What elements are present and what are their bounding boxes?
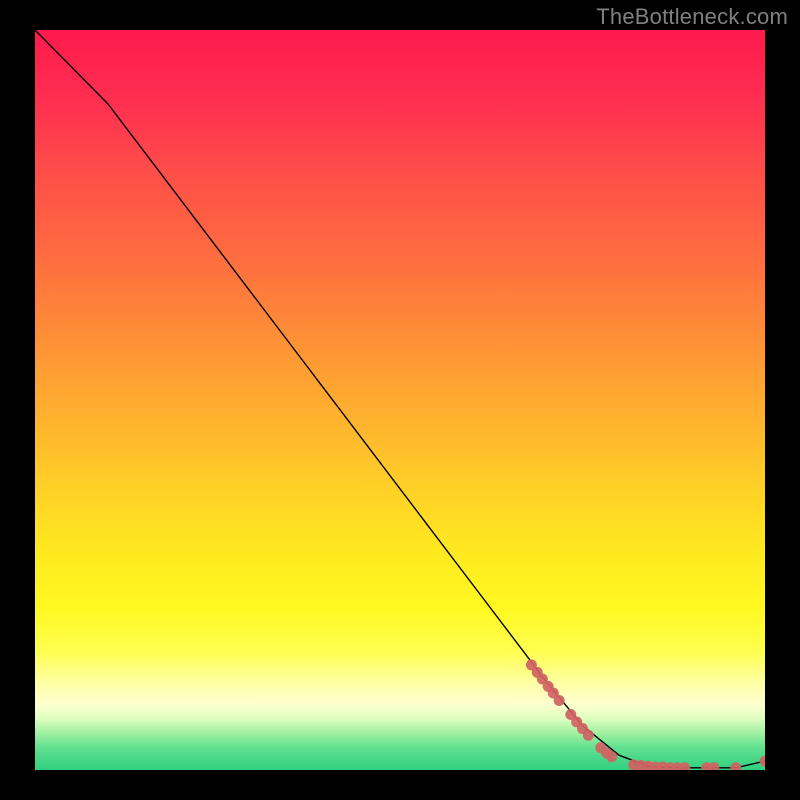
marker-point bbox=[583, 730, 594, 741]
plot-area bbox=[35, 30, 765, 770]
marker-group bbox=[526, 659, 765, 770]
watermark-label: TheBottleneck.com bbox=[596, 4, 788, 30]
marker-point bbox=[554, 695, 565, 706]
curve-line bbox=[35, 30, 765, 768]
chart-container: TheBottleneck.com bbox=[0, 0, 800, 800]
marker-point bbox=[730, 762, 741, 770]
marker-point bbox=[679, 762, 690, 770]
marker-point bbox=[760, 756, 766, 767]
marker-point bbox=[708, 762, 719, 770]
marker-point bbox=[606, 751, 617, 762]
chart-svg bbox=[35, 30, 765, 770]
